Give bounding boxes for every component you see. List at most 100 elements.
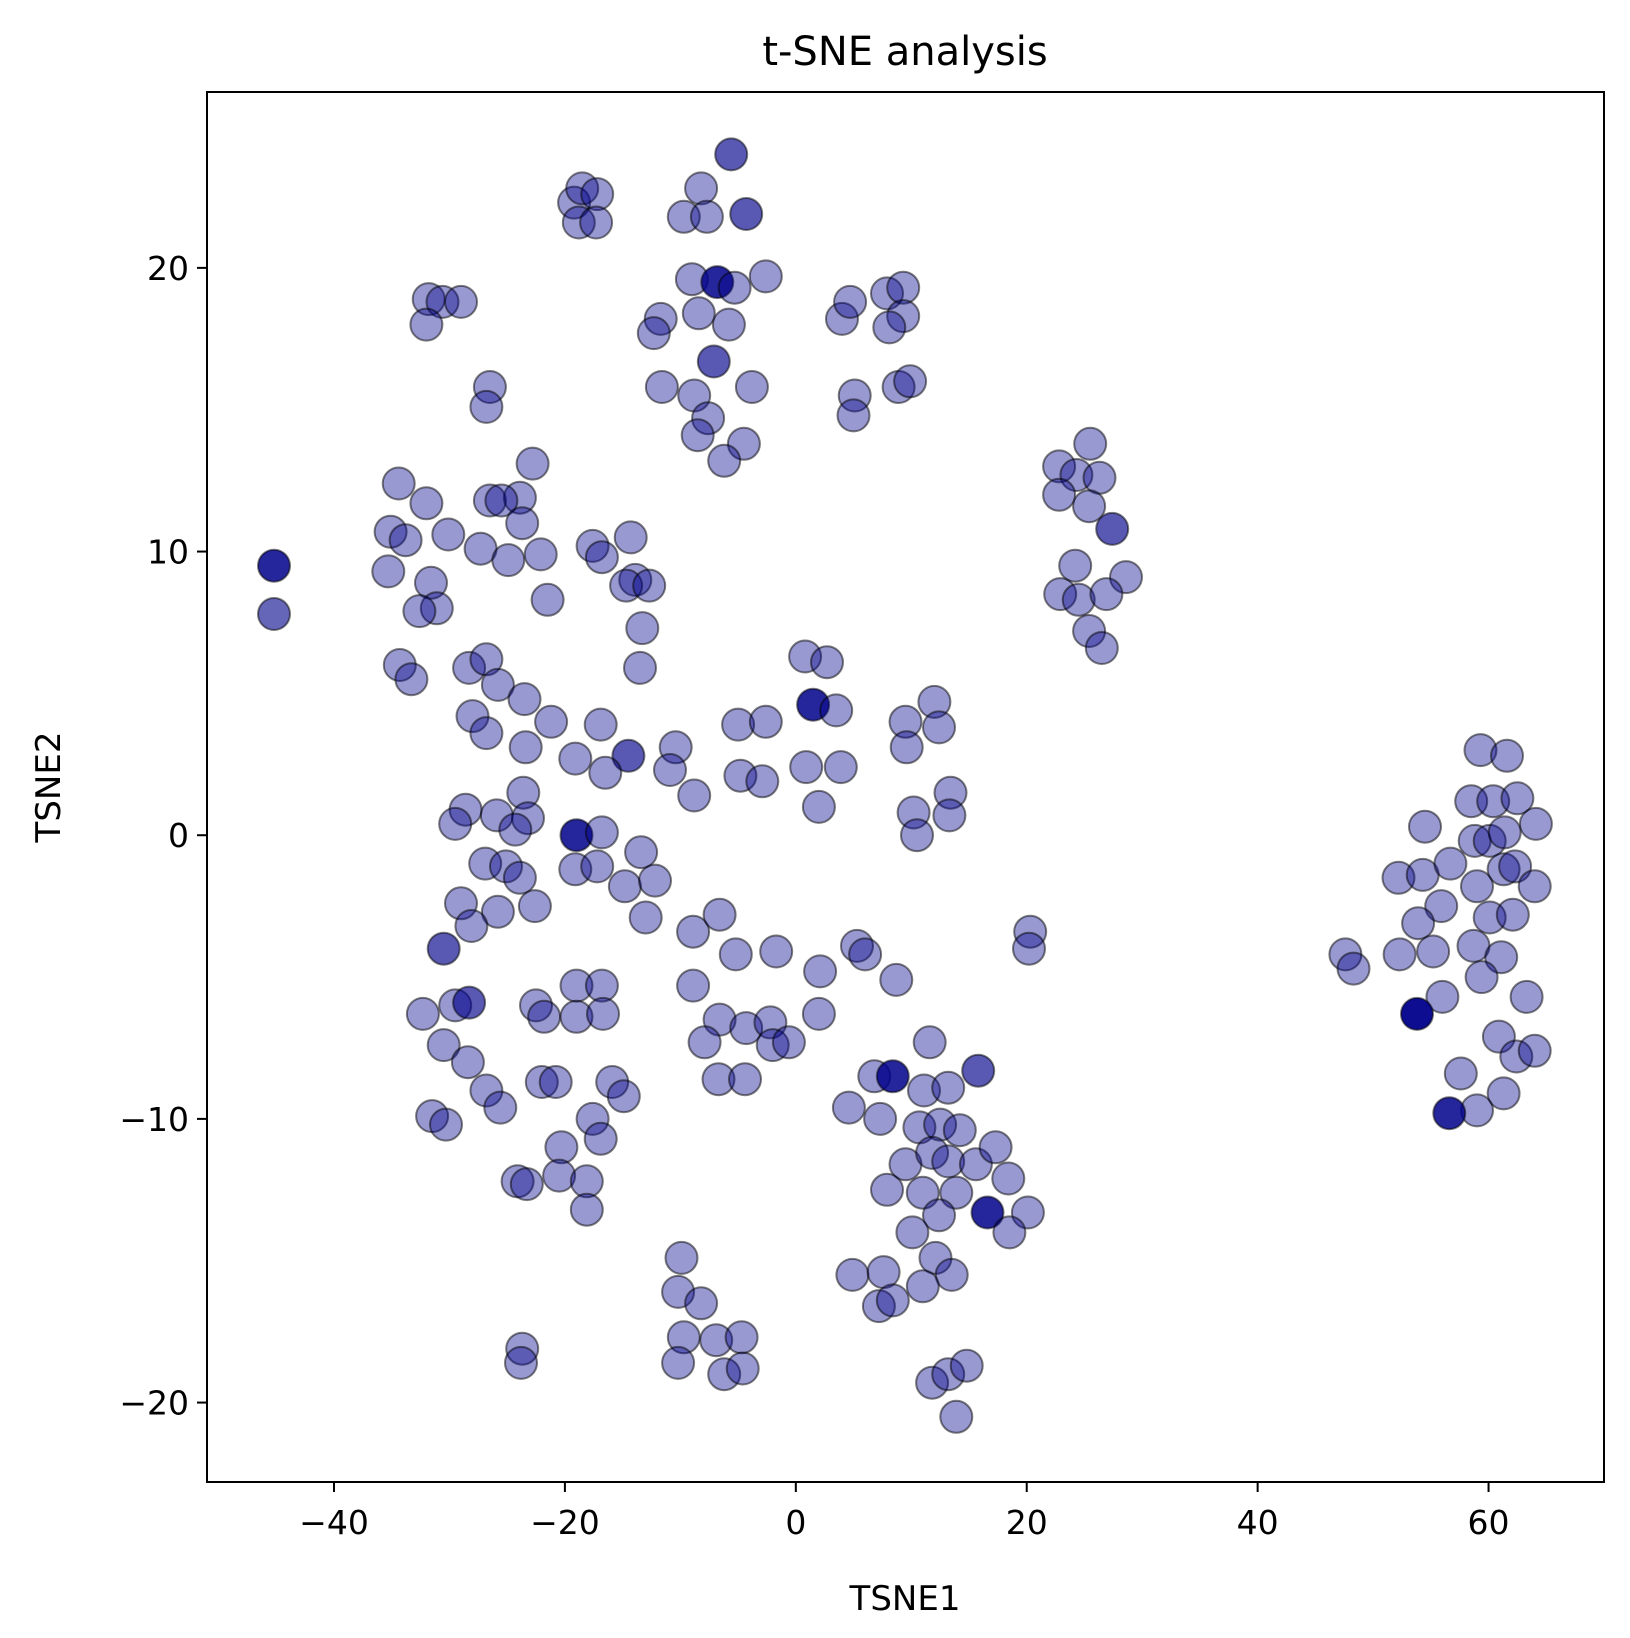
- data-point: [658, 730, 693, 765]
- data-point: [1500, 781, 1535, 816]
- data-point: [419, 591, 454, 626]
- data-point: [625, 611, 660, 646]
- data-point: [664, 1240, 699, 1275]
- data-point: [579, 205, 614, 240]
- data-point: [699, 1323, 734, 1358]
- y-tick-label: −10: [119, 1100, 189, 1139]
- data-point: [992, 1215, 1027, 1250]
- data-point: [1424, 889, 1459, 924]
- data-point: [480, 667, 515, 702]
- data-point: [480, 894, 515, 929]
- data-point: [922, 710, 956, 745]
- data-point: [1517, 869, 1552, 904]
- y-tick-label: 0: [168, 816, 189, 855]
- data-point: [861, 1289, 896, 1324]
- x-tick-label: 20: [1006, 1503, 1048, 1542]
- data-point: [912, 1025, 947, 1060]
- data-point: [707, 1357, 742, 1392]
- data-point: [942, 1113, 977, 1148]
- data-point: [1382, 937, 1417, 972]
- data-point: [613, 520, 648, 555]
- data-point: [725, 1351, 760, 1386]
- data-point: [680, 418, 715, 453]
- data-point: [666, 199, 701, 234]
- data-point: [1336, 951, 1371, 986]
- data-point: [469, 642, 504, 677]
- data-point: [836, 398, 871, 433]
- data-point: [931, 1070, 966, 1105]
- data-point: [524, 1065, 559, 1099]
- data-point: [455, 699, 490, 734]
- data-point: [644, 370, 679, 404]
- data-point: [484, 483, 519, 518]
- data-point: [810, 645, 844, 680]
- data-point: [1072, 614, 1107, 648]
- data-point: [863, 1101, 898, 1136]
- data-point: [588, 755, 623, 790]
- data-point: [961, 1053, 996, 1088]
- data-point: [819, 693, 854, 728]
- data-point: [833, 284, 868, 319]
- data-point: [534, 704, 569, 739]
- data-point: [638, 863, 672, 898]
- data-point: [888, 704, 923, 739]
- data-point: [1495, 897, 1530, 932]
- data-point: [1084, 631, 1119, 665]
- data-point: [505, 1331, 540, 1366]
- data-point: [636, 316, 671, 351]
- data-point: [991, 1161, 1026, 1196]
- data-point: [402, 594, 437, 629]
- data-point: [922, 1198, 956, 1233]
- data-point: [1486, 1076, 1521, 1111]
- data-point: [789, 750, 824, 785]
- data-point: [538, 1065, 573, 1099]
- data-point: [923, 1107, 958, 1142]
- y-axis-label: TSNE2: [29, 732, 69, 844]
- data-point: [584, 540, 619, 575]
- data-point: [1408, 809, 1442, 844]
- data-point: [1425, 979, 1460, 1014]
- data-point: [1490, 738, 1524, 773]
- data-point: [491, 543, 526, 578]
- data-point: [889, 730, 924, 765]
- x-tick-label: 0: [785, 1503, 806, 1542]
- data-point: [711, 307, 746, 342]
- data-point: [848, 937, 883, 972]
- data-point: [886, 299, 921, 334]
- data-point: [426, 931, 461, 966]
- data-point: [702, 897, 737, 932]
- data-point: [1443, 1056, 1478, 1091]
- data-point: [1416, 934, 1451, 969]
- data-point: [606, 1079, 641, 1114]
- data-point: [895, 1215, 930, 1250]
- data-point: [1072, 489, 1107, 524]
- data-point: [915, 1135, 950, 1170]
- data-point: [886, 270, 921, 305]
- data-point: [823, 750, 858, 785]
- data-point: [1401, 906, 1436, 941]
- data-point: [870, 1172, 904, 1207]
- data-point: [624, 835, 659, 870]
- data-point: [544, 1130, 579, 1165]
- y-tick-label: 10: [147, 533, 189, 572]
- data-point: [1073, 426, 1108, 461]
- data-point: [580, 177, 615, 212]
- data-point: [872, 310, 907, 345]
- data-point: [801, 996, 836, 1031]
- data-point: [1487, 815, 1522, 850]
- data-point: [498, 812, 533, 847]
- x-tick-label: 40: [1237, 1503, 1279, 1542]
- data-point: [714, 137, 749, 172]
- data-point: [583, 1121, 618, 1156]
- chart-title: t-SNE analysis: [762, 29, 1047, 75]
- x-tick-label: −20: [530, 1503, 600, 1542]
- data-point: [382, 648, 417, 682]
- data-point: [542, 1158, 577, 1193]
- data-point: [978, 1130, 1013, 1165]
- x-tick-label: −40: [299, 1503, 369, 1542]
- data-point: [1460, 869, 1494, 904]
- data-point: [469, 389, 504, 424]
- data-point: [681, 296, 716, 331]
